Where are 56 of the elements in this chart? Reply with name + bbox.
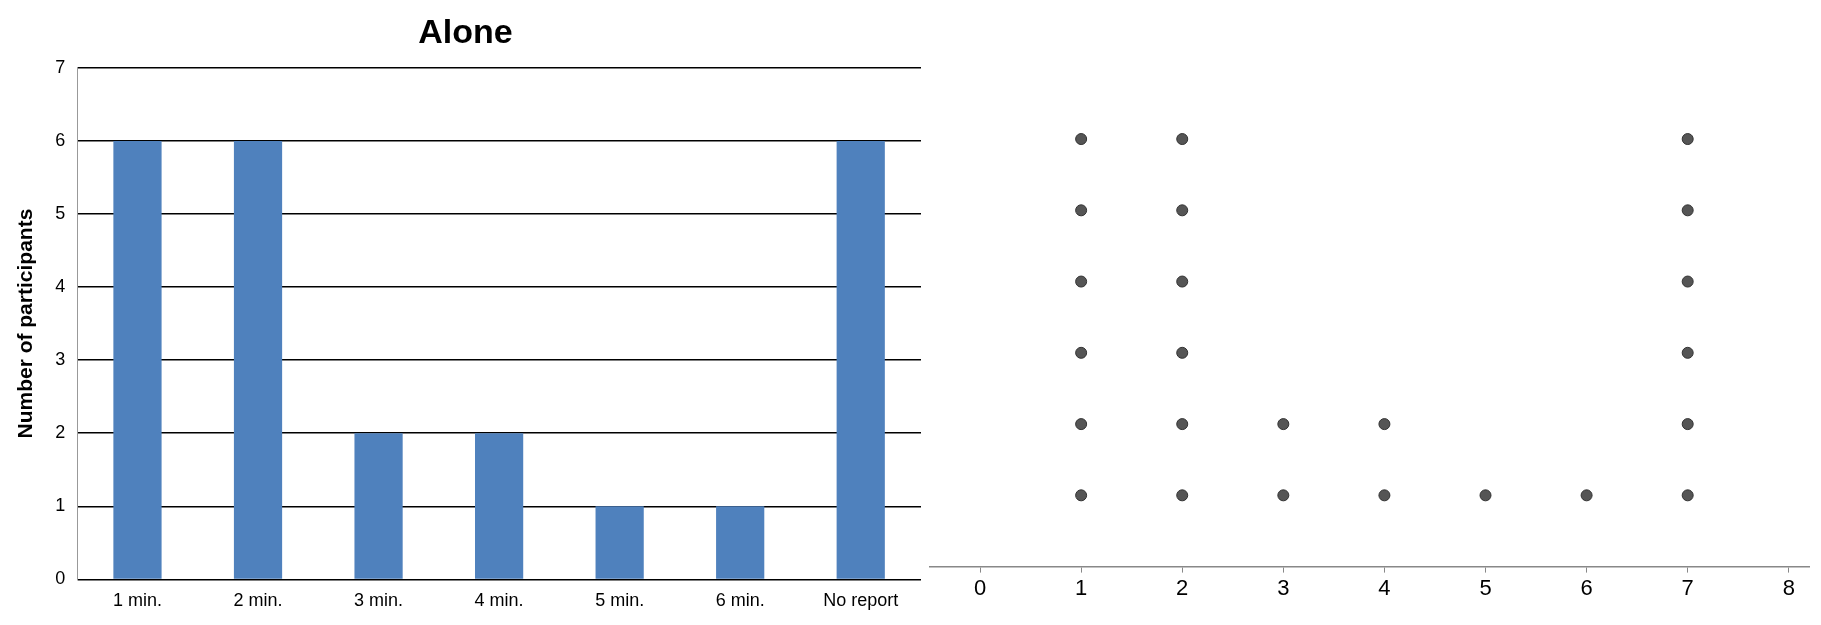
point xyxy=(1681,489,1694,502)
y-axis-title: Number of participants xyxy=(13,208,37,439)
point xyxy=(1075,204,1088,217)
y-tick-label: 1 xyxy=(55,495,66,516)
point xyxy=(1075,275,1088,288)
y-tick-label: 3 xyxy=(55,349,66,370)
x-tick-label: 3 min. xyxy=(354,590,404,611)
bar xyxy=(354,433,403,579)
point xyxy=(1176,133,1189,146)
bar xyxy=(836,140,885,579)
y-tick-label: 7 xyxy=(55,56,66,77)
x-tick-label: 4 xyxy=(1378,574,1391,600)
y-tick-label: 5 xyxy=(55,202,66,223)
bar xyxy=(595,506,644,579)
x-tick-label: 2 xyxy=(1176,574,1189,600)
x-tick-label: 5 xyxy=(1479,574,1492,600)
point xyxy=(1075,489,1088,502)
bar xyxy=(716,506,765,579)
point xyxy=(1681,346,1694,359)
chart-title: Alone xyxy=(418,11,513,50)
point xyxy=(1277,489,1290,502)
point xyxy=(1479,489,1492,502)
x-tick-label: 2 min. xyxy=(233,590,283,611)
y-tick-label: 6 xyxy=(55,129,66,150)
point xyxy=(1681,133,1694,146)
point xyxy=(1176,275,1189,288)
point xyxy=(1176,346,1189,359)
x-tick-label: 3 xyxy=(1277,574,1290,600)
x-tick-label: 6 min. xyxy=(715,590,765,611)
point xyxy=(1277,418,1290,431)
x-tick-label: 8 xyxy=(1782,574,1795,600)
x-tick-label: 0 xyxy=(973,574,987,600)
x-tick-label: 4 min. xyxy=(474,590,524,611)
x-tick-label: No report xyxy=(823,590,899,611)
point xyxy=(1378,489,1391,502)
bar xyxy=(233,140,283,579)
point xyxy=(1681,275,1694,288)
point xyxy=(1378,418,1391,431)
x-tick-label: 5 min. xyxy=(595,590,645,611)
x-tick-label: 1 xyxy=(1075,574,1088,600)
x-tick-label: 1 min. xyxy=(112,590,162,611)
point xyxy=(1075,418,1088,431)
bar xyxy=(113,140,162,579)
point xyxy=(1681,418,1694,431)
x-tick-label: 7 xyxy=(1681,574,1694,600)
point xyxy=(1075,346,1088,359)
point xyxy=(1176,418,1189,431)
point xyxy=(1681,204,1694,217)
point xyxy=(1580,489,1593,502)
bar xyxy=(475,433,524,579)
point xyxy=(1176,489,1189,502)
point xyxy=(1075,133,1088,146)
x-tick-label: 6 xyxy=(1580,574,1593,600)
y-tick-label: 2 xyxy=(55,422,66,443)
point xyxy=(1176,204,1189,217)
y-tick-label: 4 xyxy=(55,276,66,297)
